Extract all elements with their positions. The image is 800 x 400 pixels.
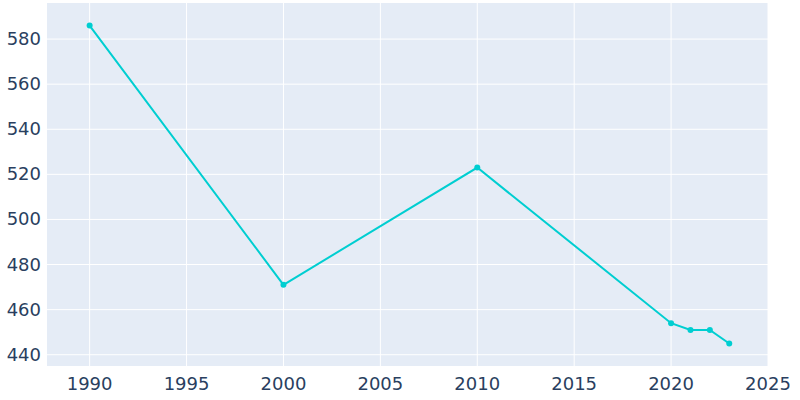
y-grid-line	[47, 129, 768, 130]
chart: 1990 1995 2000 2005 2010 2015 2020 2025 440 460 48…	[0, 0, 800, 400]
x-grid-line	[768, 3, 769, 366]
y-tick-label: 440	[7, 344, 41, 365]
marker	[726, 340, 732, 346]
y-tick-label: 580	[7, 28, 41, 49]
y-grid-line	[47, 264, 768, 265]
y-grid-line	[47, 84, 768, 85]
marker	[668, 320, 674, 326]
x-grid-line	[477, 3, 478, 366]
y-tick-label: 500	[7, 208, 41, 229]
plot-background	[47, 3, 768, 366]
x-tick-label: 2000	[261, 373, 307, 394]
marker	[474, 165, 480, 171]
y-grid-line	[47, 39, 768, 40]
y-grid-line	[47, 309, 768, 310]
x-grid-line	[671, 3, 672, 366]
series	[87, 23, 733, 347]
x-grid-line	[89, 3, 90, 366]
x-tick-label: 1995	[164, 373, 210, 394]
x-grid-line	[186, 3, 187, 366]
y-tick-label: 520	[7, 163, 41, 184]
y-tick-label: 540	[7, 118, 41, 139]
y-grid-line	[47, 219, 768, 220]
y-tick-label: 460	[7, 299, 41, 320]
marker	[687, 327, 693, 333]
x-tick-label: 2005	[357, 373, 403, 394]
y-tick-label: 480	[7, 254, 41, 275]
y-grid-line	[47, 354, 768, 355]
tick-labels: 1990 1995 2000 2005 2010 2015 2020 2025 440 460 48…	[7, 28, 791, 394]
x-tick-label: 2020	[648, 373, 694, 394]
x-tick-label: 2015	[551, 373, 597, 394]
grid	[47, 3, 768, 366]
x-grid-line	[574, 3, 575, 366]
x-tick-label: 1990	[67, 373, 113, 394]
x-grid-line	[283, 3, 284, 366]
x-tick-label: 2025	[745, 373, 791, 394]
y-tick-label: 560	[7, 73, 41, 94]
line	[90, 26, 730, 344]
marker	[707, 327, 713, 333]
y-grid-line	[47, 174, 768, 175]
marker	[280, 282, 286, 288]
x-tick-label: 2010	[454, 373, 500, 394]
x-grid-line	[380, 3, 381, 366]
marker	[87, 23, 93, 29]
